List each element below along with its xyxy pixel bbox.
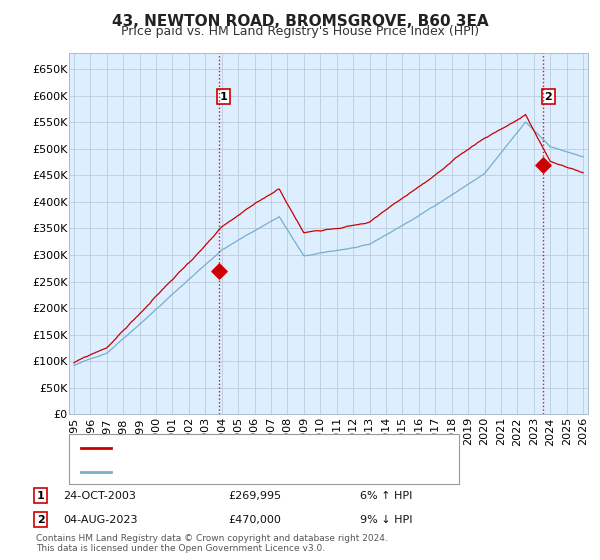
- Text: HPI: Average price, detached house, Bromsgrove: HPI: Average price, detached house, Brom…: [117, 467, 373, 477]
- Text: 1: 1: [220, 91, 227, 101]
- Text: £269,995: £269,995: [228, 491, 281, 501]
- Text: 6% ↑ HPI: 6% ↑ HPI: [360, 491, 412, 501]
- Text: 24-OCT-2003: 24-OCT-2003: [63, 491, 136, 501]
- Text: £470,000: £470,000: [228, 515, 281, 525]
- Text: Contains HM Land Registry data © Crown copyright and database right 2024.
This d: Contains HM Land Registry data © Crown c…: [36, 534, 388, 553]
- Text: 04-AUG-2023: 04-AUG-2023: [63, 515, 137, 525]
- Text: 1: 1: [37, 491, 44, 501]
- Text: 2: 2: [545, 91, 552, 101]
- Text: 2: 2: [37, 515, 44, 525]
- Point: [214, 267, 224, 276]
- Text: 43, NEWTON ROAD, BROMSGROVE, B60 3EA (detached house): 43, NEWTON ROAD, BROMSGROVE, B60 3EA (de…: [117, 443, 444, 453]
- Text: 9% ↓ HPI: 9% ↓ HPI: [360, 515, 413, 525]
- Point: [539, 160, 548, 169]
- Text: Price paid vs. HM Land Registry's House Price Index (HPI): Price paid vs. HM Land Registry's House …: [121, 25, 479, 38]
- Text: 43, NEWTON ROAD, BROMSGROVE, B60 3EA: 43, NEWTON ROAD, BROMSGROVE, B60 3EA: [112, 14, 488, 29]
